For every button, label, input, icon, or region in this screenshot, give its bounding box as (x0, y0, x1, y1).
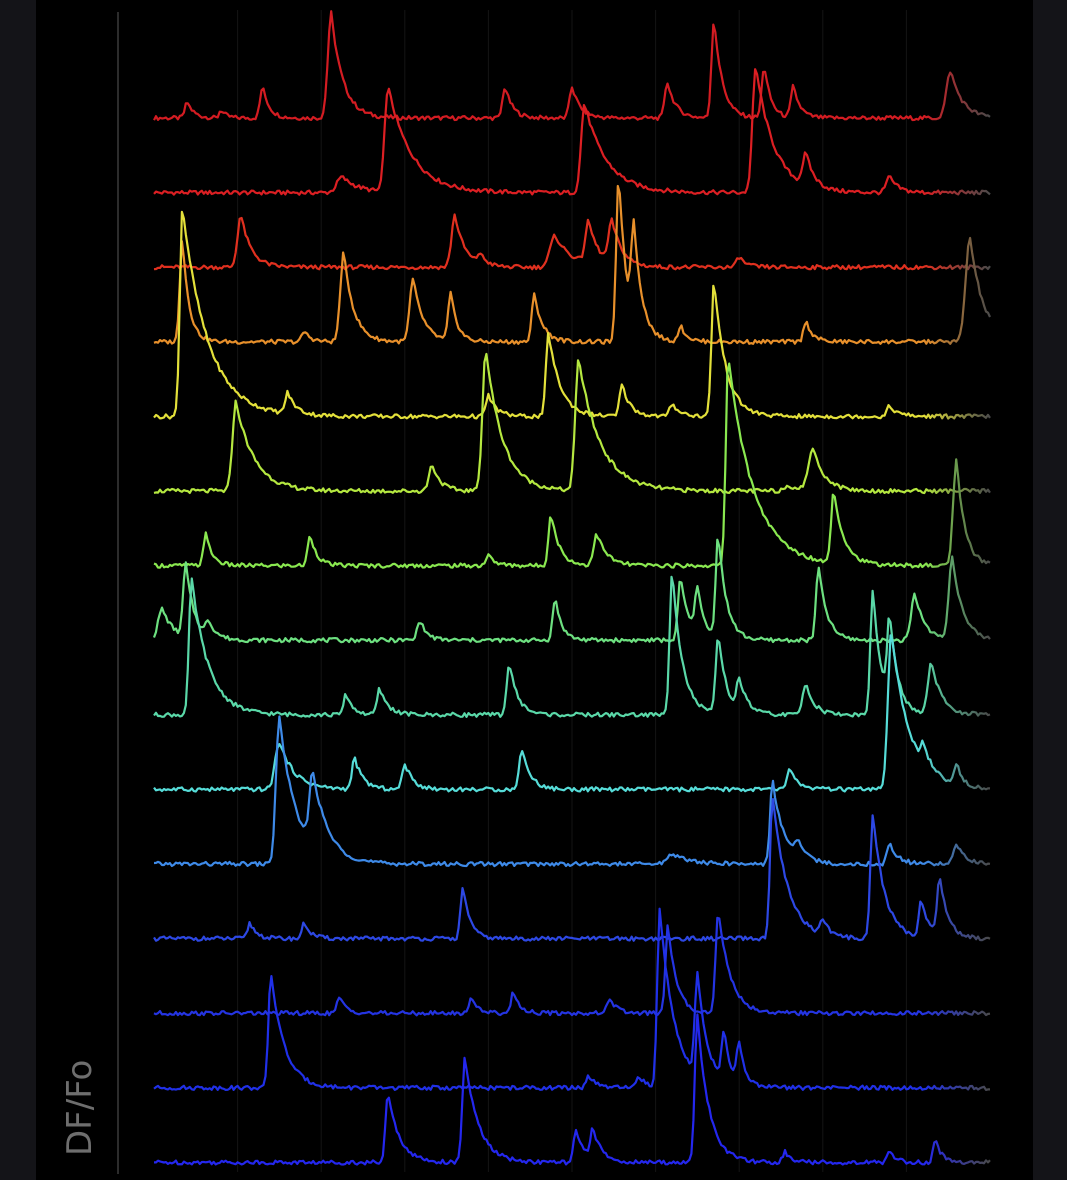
trace-10 (153, 634, 991, 793)
trace-14 (153, 907, 990, 1091)
trace-7 (153, 362, 991, 569)
trace-1 (153, 10, 991, 122)
trace-4 (153, 184, 991, 345)
trace-12 (153, 798, 991, 942)
left-frame (0, 0, 36, 1180)
y-axis-label: DF/Fo (60, 1059, 100, 1156)
traces-chart (117, 10, 991, 1174)
trace-2 (153, 68, 991, 196)
right-frame (1033, 0, 1067, 1180)
trace-15 (154, 1013, 991, 1166)
trace-13 (153, 916, 991, 1017)
trace-11 (153, 715, 991, 868)
trace-9 (153, 575, 991, 718)
trace-6 (153, 352, 991, 495)
trace-3 (153, 213, 991, 271)
plot-area (36, 0, 1033, 1180)
trace-5 (153, 210, 991, 420)
trace-8 (152, 538, 991, 644)
